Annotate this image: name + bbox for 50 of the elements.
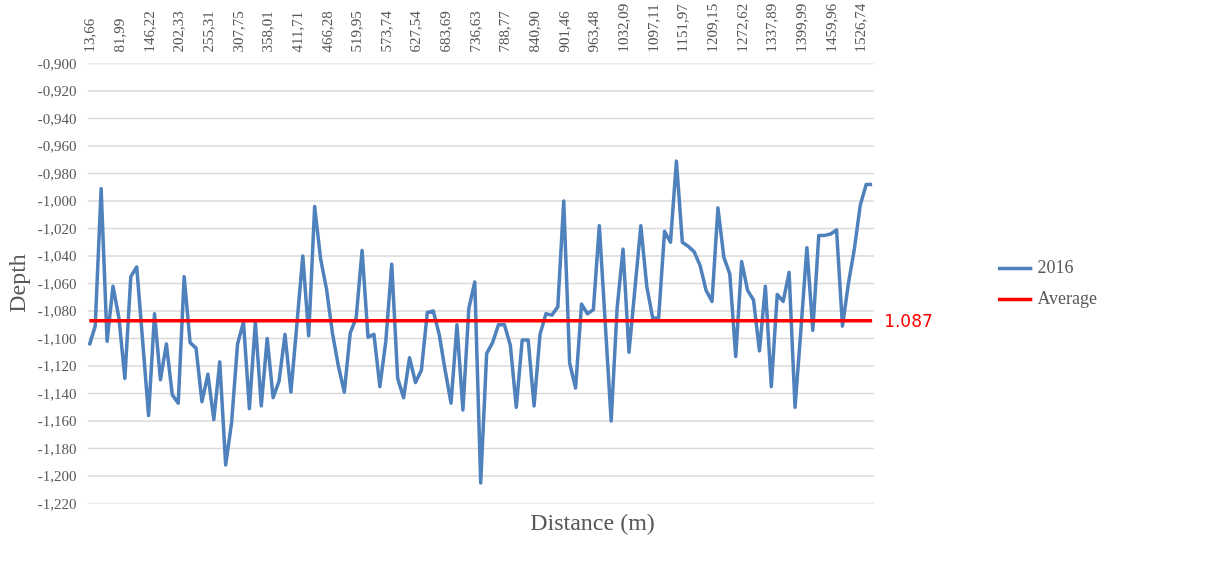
x-tick-label: 683,69	[437, 11, 454, 53]
legend-label: Average	[1037, 288, 1097, 309]
y-tick-label: -0,900	[37, 55, 77, 72]
y-tick-label: -0,960	[37, 138, 77, 154]
x-tick-label: 1097,11	[644, 4, 661, 53]
x-axis-title: Distance (m)	[530, 508, 655, 535]
y-tick-label: -0,920	[37, 83, 77, 99]
x-tick-label: 307,75	[229, 11, 246, 53]
x-tick-label: 573,74	[377, 10, 394, 53]
y-tick-label: -1,120	[37, 358, 77, 374]
x-tick-label: 255,31	[199, 11, 216, 53]
y-tick-label: -1,080	[37, 303, 77, 319]
y-tick-label: -1,140	[37, 385, 77, 402]
x-tick-label: 1151,97	[674, 3, 691, 53]
x-tick-label: 901,46	[555, 10, 572, 53]
x-tick-label: 411,71	[288, 11, 305, 53]
text: 1.087	[884, 311, 933, 332]
x-tick-label: 358,01	[259, 11, 276, 53]
x-tick-label: 1459,96	[822, 3, 839, 53]
y-tick-label: -1,040	[37, 248, 77, 264]
x-tick-label: 1526,74	[852, 3, 869, 53]
x-tick-label: 13,66	[81, 18, 98, 53]
line-series	[87, 159, 874, 485]
x-tick-label: 202,33	[170, 11, 187, 53]
x-tick-label: 1272,62	[733, 3, 750, 53]
y-tick-label: -1,200	[37, 468, 77, 484]
x-tick-label: 466,28	[318, 11, 335, 53]
x-tick-label: 963,48	[585, 11, 602, 53]
x-tick-label: 81,99	[110, 18, 127, 53]
x-tick-label: 1209,15	[704, 3, 720, 53]
legend-label: 2016	[1037, 257, 1074, 278]
y-tick-label: -0,940	[37, 110, 77, 127]
x-tick-label: 1399,99	[792, 3, 809, 53]
x-tick-label: 1032,09	[615, 3, 632, 53]
x-tick-label: 736,63	[466, 11, 483, 53]
x-tick-label: 1337,89	[763, 3, 780, 53]
y-tick-label: -1,100	[37, 330, 77, 347]
y-tick-label: -1,180	[37, 440, 77, 457]
y-tick-label: -1,020	[37, 220, 77, 237]
y-tick-label: -1,160	[37, 413, 77, 429]
y-axis-title: Depth	[3, 254, 30, 313]
x-tick-label: 840,90	[526, 11, 543, 53]
y-tick-label: -1,000	[37, 193, 77, 209]
y-tick-label: -1,060	[37, 275, 77, 292]
x-tick-label: 519,95	[348, 11, 365, 53]
y-tick-label: -1,220	[37, 495, 77, 512]
x-tick-label: 627,54	[407, 10, 424, 53]
x-tick-label: 788,77	[496, 10, 513, 53]
x-tick-label: 146,22	[140, 11, 157, 53]
y-tick-label: -0,980	[37, 165, 77, 182]
